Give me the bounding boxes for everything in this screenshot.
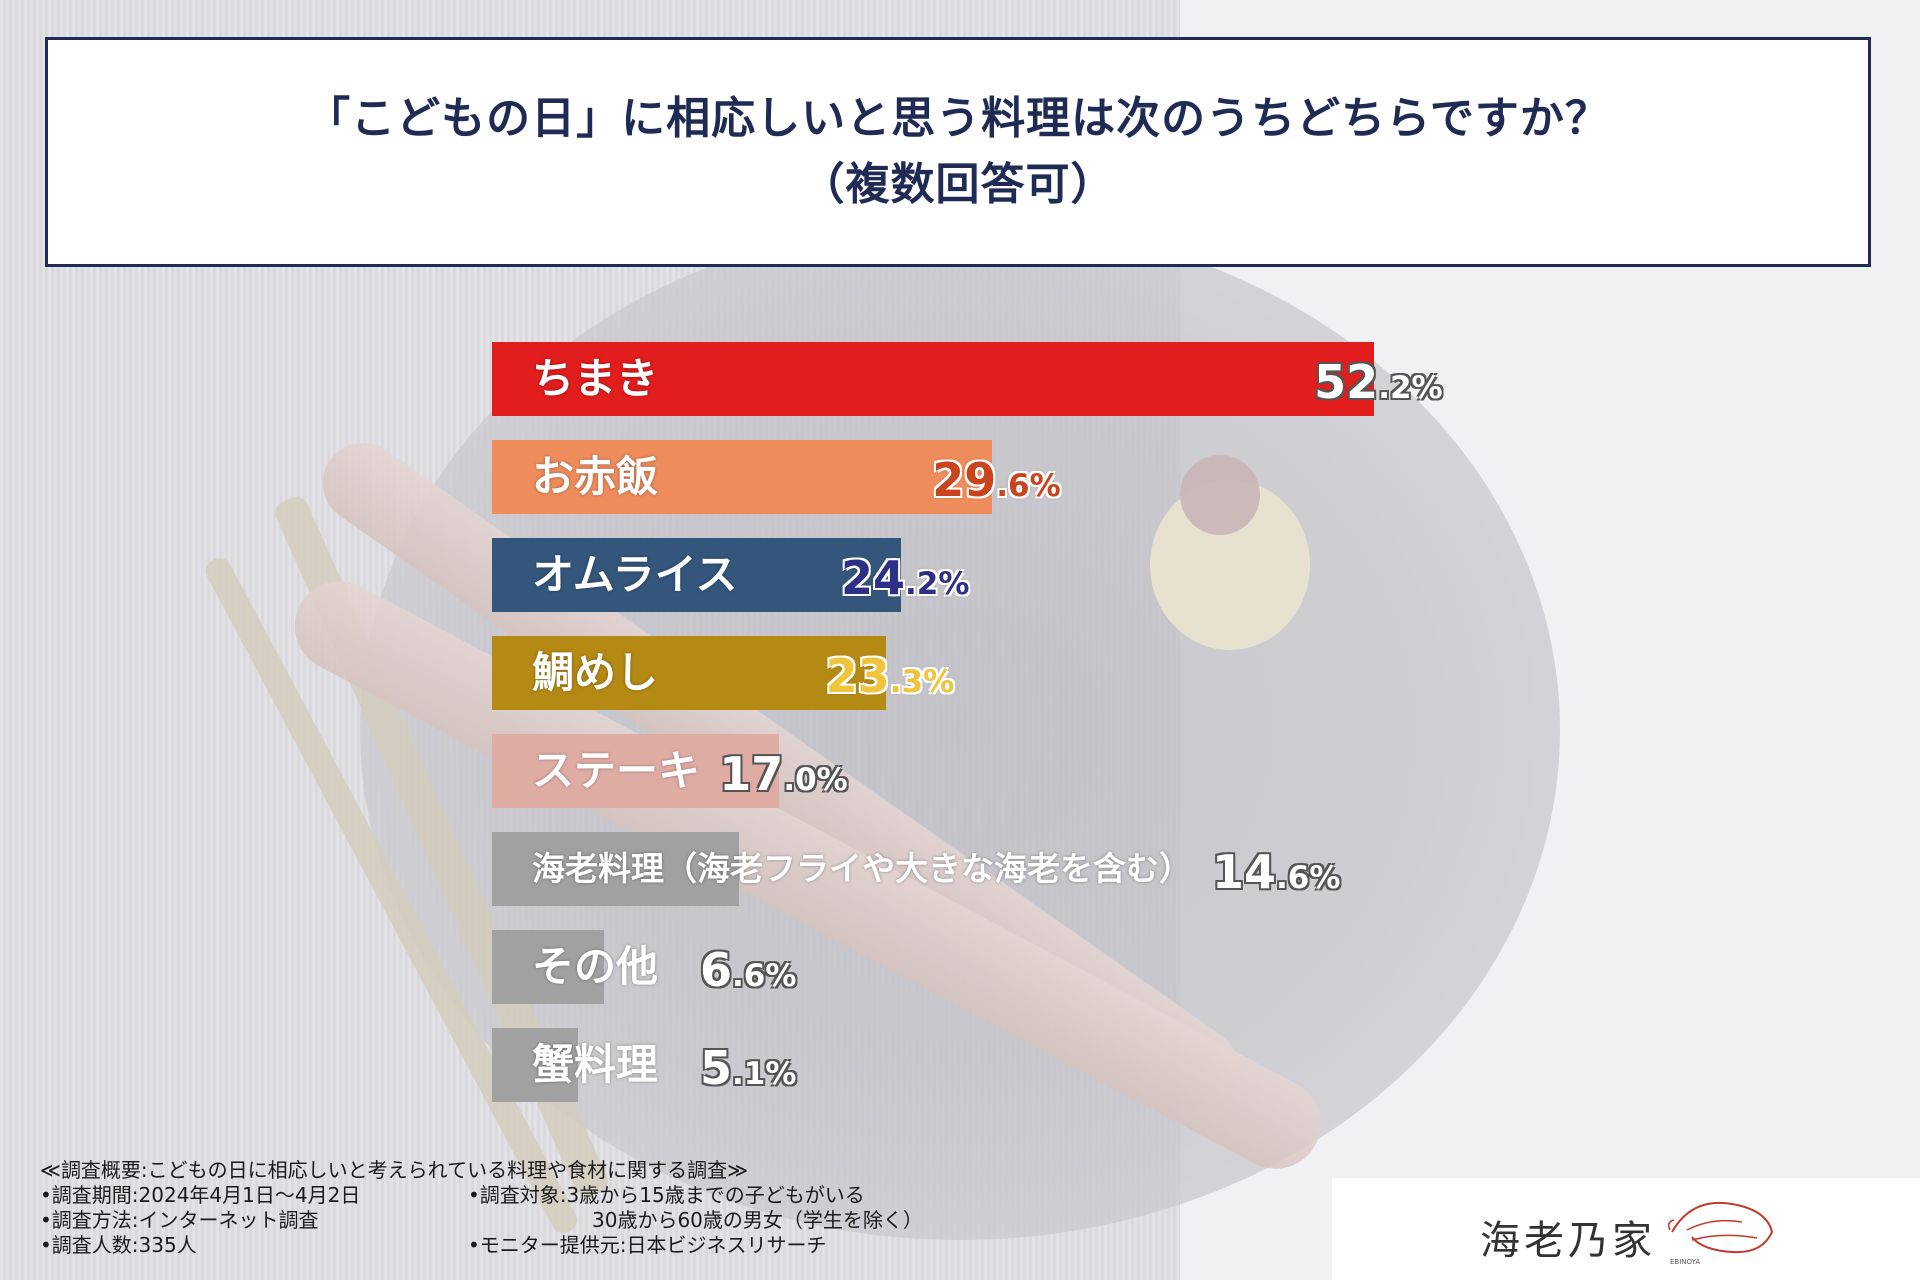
- chart-subtitle: （複数回答可）: [800, 159, 1116, 210]
- background-tomato: [1180, 455, 1260, 535]
- brand-logo: 海老乃家 EBINOYA: [1332, 1178, 1920, 1280]
- survey-target-cont: 30歳から60歳の男女（学生を除く）: [592, 1208, 923, 1232]
- value-label-decimal: .6%: [996, 468, 1061, 504]
- value-label-decimal: .6%: [1276, 860, 1341, 896]
- survey-provider: •モニター提供元:日本ビジネスリサーチ: [468, 1233, 827, 1257]
- survey-count: •調査人数:335人: [40, 1233, 197, 1257]
- value-label-main: 17: [719, 747, 784, 801]
- bar-row: ちまき 52.2%: [492, 342, 1792, 416]
- bar-row: 海老料理（海老フライや大きな海老を含む） 14.6%: [492, 832, 1792, 906]
- bar-label: ステーキ: [532, 746, 701, 795]
- value-label: 24.2%: [841, 538, 969, 612]
- bar: [492, 440, 993, 514]
- value-label: 5.1%: [700, 1028, 796, 1102]
- value-label: 52.2%: [1314, 342, 1442, 416]
- value-label: 23.3%: [826, 636, 954, 710]
- brand-sub: EBINOYA: [1670, 1258, 1700, 1266]
- bar-label: 海老料理（海老フライや大きな海老を含む）: [532, 849, 1192, 888]
- value-label-main: 14: [1212, 845, 1277, 899]
- bar-row: 鯛めし 23.3%: [492, 636, 1792, 710]
- brand-name: 海老乃家: [1480, 1218, 1656, 1264]
- bar-label: 蟹料理: [532, 1040, 659, 1089]
- bar-label: 鯛めし: [532, 648, 659, 697]
- bar-row: オムライス 24.2%: [492, 538, 1792, 612]
- value-label: 17.0%: [719, 734, 847, 808]
- value-label-main: 29: [932, 453, 997, 507]
- value-label: 29.6%: [932, 440, 1060, 514]
- value-label: 14.6%: [1212, 832, 1340, 906]
- bar-label: その他: [532, 942, 659, 991]
- value-label-decimal: .1%: [732, 1056, 797, 1092]
- value-label-decimal: .2%: [1378, 370, 1443, 406]
- value-label-decimal: .3%: [889, 664, 955, 700]
- value-label-main: 23: [825, 649, 890, 703]
- survey-target: •調査対象:3歳から15歳までの子どもがいる: [468, 1183, 865, 1207]
- shrimp-logo-icon: EBINOYA: [1667, 1201, 1774, 1266]
- bar-row: その他 6.6%: [492, 930, 1792, 1004]
- value-label: 6.6%: [700, 930, 796, 1004]
- chart-title-box: 「こどもの日」に相応しいと思う料理は次のうちどちらですか？ （複数回答可）: [45, 37, 1871, 267]
- bar: [492, 1028, 579, 1102]
- value-label-main: 24: [840, 551, 905, 605]
- bar: [492, 930, 604, 1004]
- bar: [492, 538, 901, 612]
- survey-period: •調査期間:2024年4月1日～4月2日: [40, 1183, 361, 1207]
- bar-label: ちまき: [532, 354, 659, 403]
- value-label-decimal: .0%: [783, 762, 848, 798]
- bar-row: 蟹料理 5.1%: [492, 1028, 1792, 1102]
- bar-row: お赤飯 29.6%: [492, 440, 1792, 514]
- bar: [492, 832, 739, 906]
- bar-label: オムライス: [532, 550, 738, 599]
- value-label-main: 5: [700, 1041, 733, 1095]
- value-label-decimal: .2%: [904, 566, 970, 602]
- bar: [492, 342, 1375, 416]
- bar-row: ステーキ 17.0%: [492, 734, 1792, 808]
- survey-heading: ≪調査概要:こどもの日に相応しいと考えられている料理や食材に関する調査≫: [40, 1158, 749, 1182]
- value-label-main: 6: [700, 943, 733, 997]
- bar: [492, 734, 780, 808]
- survey-summary: ≪調査概要:こどもの日に相応しいと考えられている料理や食材に関する調査≫ •調査…: [40, 1158, 923, 1258]
- bar-label: お赤飯: [532, 452, 659, 501]
- value-label-main: 52: [1314, 355, 1379, 409]
- value-label-decimal: .6%: [732, 958, 797, 994]
- survey-method: •調査方法:インターネット調査: [40, 1208, 319, 1232]
- bar: [492, 636, 886, 710]
- chart-title: 「こどもの日」に相応しいと思う料理は次のうちどちらですか？: [306, 93, 1610, 144]
